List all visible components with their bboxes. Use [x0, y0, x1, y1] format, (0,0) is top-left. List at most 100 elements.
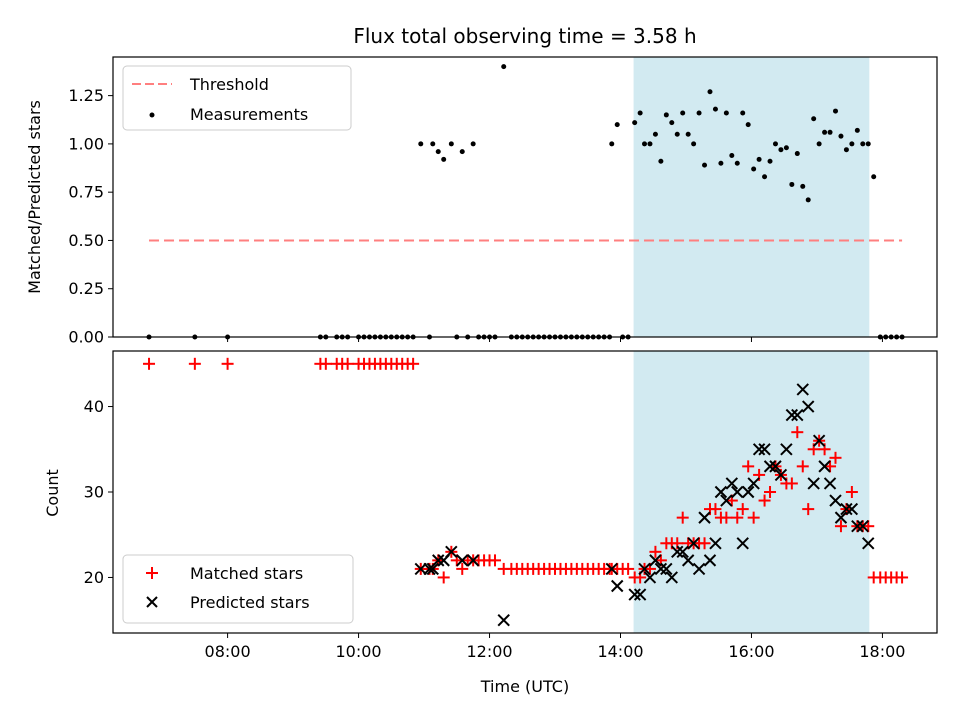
observing-window-shade — [633, 57, 870, 337]
bottom-legend: Matched stars Predicted stars — [122, 554, 354, 624]
predicted-point — [456, 554, 469, 567]
predicted-point — [720, 494, 733, 507]
measurement-point — [470, 141, 476, 147]
matched-point — [676, 511, 689, 524]
measurement-point — [418, 141, 424, 147]
predicted-stars-points — [414, 383, 875, 627]
matched-point — [488, 554, 501, 567]
predicted-point — [628, 588, 641, 601]
predicted-point — [445, 545, 458, 559]
threshold-legend-label: Threshold — [189, 75, 269, 94]
measurement-point — [865, 141, 871, 147]
predicted-point — [829, 494, 842, 507]
measurement-point — [691, 141, 697, 147]
matched-point — [896, 571, 909, 584]
x-tick-label: 14:00 — [597, 642, 643, 661]
predicted-point — [780, 443, 793, 456]
matched-point — [829, 451, 842, 464]
measurement-point — [740, 110, 746, 116]
measurement-point — [614, 122, 620, 128]
predicted-point — [834, 511, 848, 524]
measurement-point — [811, 116, 817, 122]
predicted-point — [671, 545, 684, 559]
measurement-point — [501, 64, 507, 70]
matched-point — [720, 511, 733, 524]
measurements-legend-label: Measurements — [190, 105, 308, 124]
predicted-point — [818, 460, 831, 473]
measurement-point — [822, 129, 828, 135]
measurement-point — [816, 141, 822, 147]
y-tick-label: 0.00 — [68, 328, 104, 347]
y-tick-label: 30 — [84, 483, 104, 502]
observing-window-shade — [633, 351, 870, 633]
predicted-point — [758, 443, 771, 456]
predicted-point — [426, 562, 439, 576]
matched-point — [802, 503, 815, 516]
measurement-point — [838, 133, 844, 139]
predicted-point — [840, 502, 853, 516]
predicted-point — [812, 434, 826, 447]
matched-point — [736, 503, 749, 516]
y-tick-label: 1.25 — [68, 86, 104, 105]
bottom-panel: 20 30 40 08:00 10:00 12:00 14:00 16:00 18:00 Ti… — [43, 350, 938, 696]
predicted-point — [714, 485, 728, 499]
predicted-point — [654, 562, 668, 576]
measurement-point — [674, 131, 680, 137]
predicted-point — [769, 460, 782, 473]
predicted-point — [660, 562, 673, 576]
predicted-point — [845, 502, 859, 516]
measurement-point — [680, 110, 686, 116]
predicted-point — [432, 554, 445, 567]
y-tick-label: 0.75 — [68, 183, 104, 202]
matched-point — [796, 460, 809, 473]
top-y-ticks: 0.00 0.25 0.50 0.75 1.00 1.25 — [68, 86, 113, 347]
predicted-point — [741, 485, 755, 499]
measurement-point — [772, 141, 778, 147]
predicted-point — [649, 554, 662, 567]
matched-point — [221, 357, 234, 370]
predicted-point — [862, 537, 875, 550]
measurement-point — [729, 152, 735, 158]
predicted-point — [676, 545, 689, 559]
measurement-point — [843, 147, 849, 153]
y-tick-label: 1.00 — [68, 134, 104, 153]
top-axes-frame — [112, 56, 938, 338]
measurements-points — [146, 64, 905, 340]
matched-point — [824, 460, 837, 473]
measurement-point — [805, 197, 811, 203]
measurement-point — [669, 120, 675, 126]
bottom-y-ticks: 20 30 40 — [84, 397, 113, 587]
matched-point — [742, 460, 755, 473]
top-legend-box — [122, 65, 352, 131]
predicted-point — [851, 519, 864, 533]
measurement-point — [767, 158, 773, 164]
measurement-point — [751, 166, 757, 172]
matched-point — [764, 486, 777, 498]
matched-point — [407, 357, 420, 370]
predicted-point — [752, 443, 766, 456]
predicted-point — [605, 562, 618, 576]
predicted-point — [643, 571, 657, 584]
measurement-point — [609, 141, 615, 147]
x-axis-label: Time (UTC) — [480, 677, 569, 696]
measurement-point — [756, 156, 762, 162]
measurement-point — [658, 158, 664, 164]
matched-point — [785, 477, 798, 490]
y-tick-label: 0.50 — [68, 231, 104, 250]
predicted-point — [785, 408, 799, 422]
predicted-point — [856, 519, 869, 533]
predicted-point — [823, 477, 837, 490]
measurement-point — [430, 141, 436, 147]
matched-point — [709, 503, 722, 516]
x-tick-label: 12:00 — [466, 642, 512, 661]
measurement-point — [663, 112, 669, 118]
predicted-point — [698, 511, 711, 524]
bottom-legend-box — [122, 554, 354, 624]
measurement-point — [448, 141, 454, 147]
predicted-point — [681, 554, 695, 567]
measurement-point — [647, 141, 653, 147]
bottom-y-axis-label: Count — [43, 469, 62, 517]
matched-point — [319, 357, 332, 370]
measurement-point — [652, 131, 658, 137]
